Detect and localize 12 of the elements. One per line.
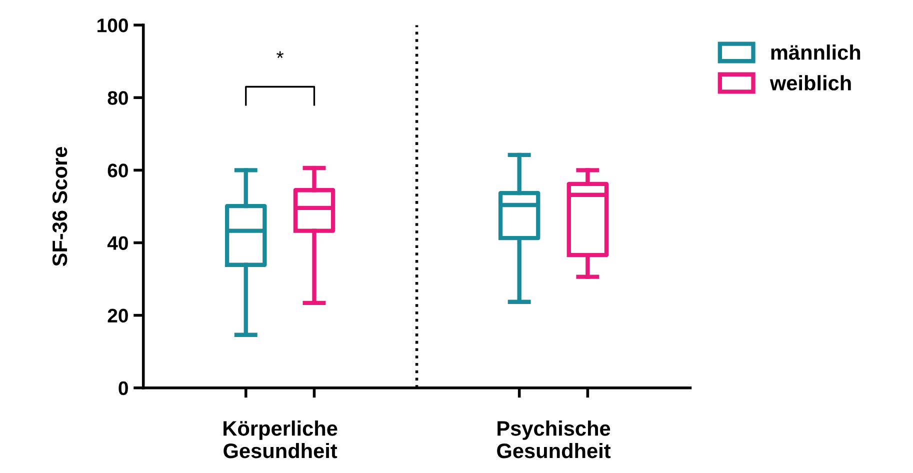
x-tick-label: Psychische Gesundheit — [497, 420, 611, 458]
y-tick-label: 60 — [108, 164, 128, 178]
x-tick-label: Körperliche Gesundheit — [224, 420, 338, 458]
y-tick-label: 40 — [107, 236, 128, 250]
y-tick-label: 100 — [98, 18, 128, 32]
y-tick-label: 0 — [118, 381, 128, 396]
legend-label: männlich — [771, 44, 860, 60]
annotation: * — [276, 51, 284, 58]
legend-label: weiblich — [770, 75, 851, 90]
y-tick-label: 20 — [108, 308, 128, 323]
y-tick-label: 80 — [108, 91, 128, 105]
y-axis-title: SF-36 Score — [52, 146, 68, 266]
